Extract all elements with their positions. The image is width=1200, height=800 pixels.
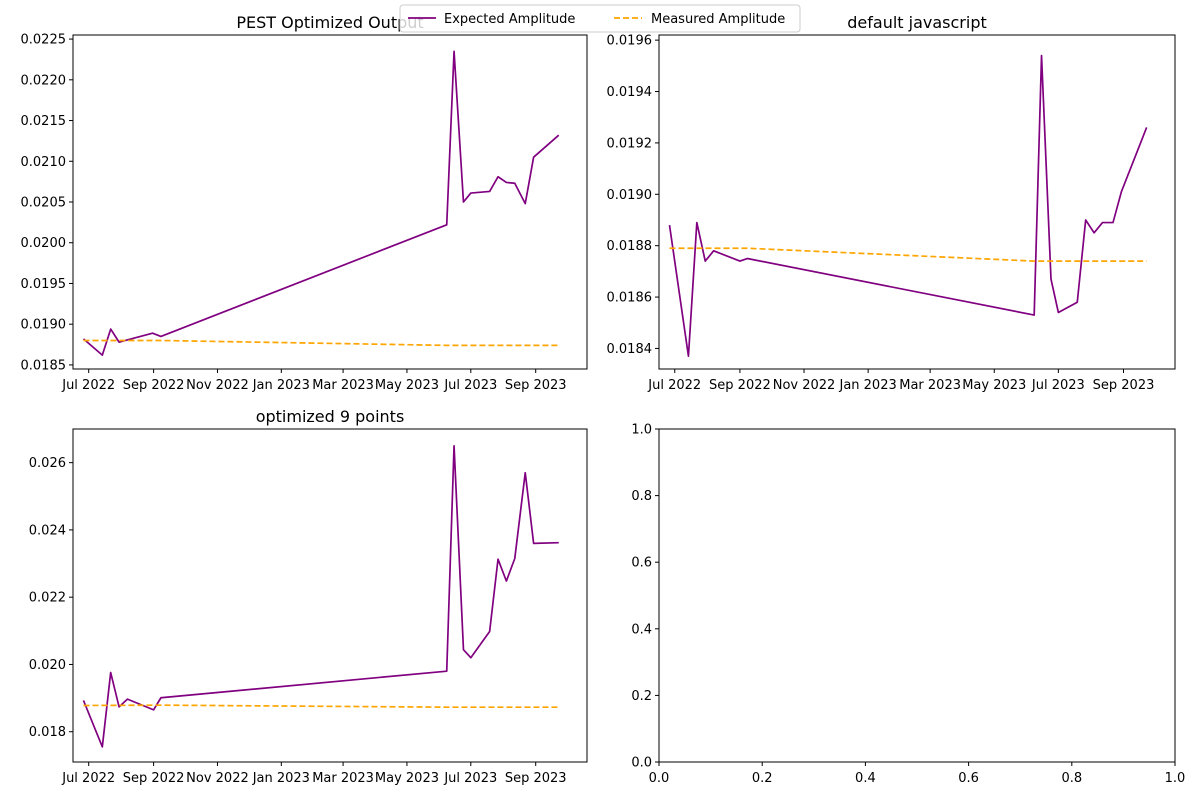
y-tick-label: 0.0194 xyxy=(607,85,653,100)
chart-panel-1: PEST Optimized Output Jul 2022 Sep 2022 Nov… xyxy=(21,13,588,393)
axes-frame xyxy=(72,428,588,763)
y-tick-label: 0.0188 xyxy=(607,239,653,254)
x-tick-label: Jan 2023 xyxy=(252,378,310,393)
series-line-measured xyxy=(83,704,559,709)
y-tick-label: 0.0210 xyxy=(21,155,67,170)
y-tick-label: 0.0220 xyxy=(21,73,67,88)
x-tick-label: May 2023 xyxy=(962,378,1026,393)
y-tick-label: 0.0 xyxy=(631,756,652,771)
plot-area xyxy=(73,35,587,369)
y-tick-label: 0.0190 xyxy=(607,188,653,203)
x-tick-label: Sep 2022 xyxy=(123,771,185,786)
y-tick-label: 0.4 xyxy=(631,622,652,637)
chart-panel-3: optimized 9 points Jul 2022 Sep 2022 Nov 20… xyxy=(29,407,588,786)
x-tick-label: 0.2 xyxy=(752,771,773,786)
x-tick-label: Jan 2023 xyxy=(252,771,310,786)
x-tick-label: Sep 2022 xyxy=(123,378,185,393)
legend-frame xyxy=(399,4,801,33)
x-tick-label: 1.0 xyxy=(1165,771,1186,786)
series-line-measured xyxy=(83,339,559,347)
legend-label-measured: Measured Amplitude xyxy=(651,12,785,27)
x-tick-label: Sep 2023 xyxy=(505,771,567,786)
x-tick-label: Sep 2022 xyxy=(709,378,771,393)
x-tick-label: Jul 2022 xyxy=(647,378,701,393)
axes-frame xyxy=(658,428,1176,763)
x-tick-label: Sep 2023 xyxy=(505,378,567,393)
y-tick-label: 0.0205 xyxy=(21,196,67,211)
x-tick-label: Nov 2022 xyxy=(186,771,249,786)
x-tick-label: 0.0 xyxy=(649,771,670,786)
series-line-expected xyxy=(82,50,560,356)
y-tick-label: 0.0186 xyxy=(607,291,653,306)
y-tick-label: 0.0184 xyxy=(607,342,653,357)
y-tick-label: 0.8 xyxy=(631,489,652,504)
chart-title: optimized 9 points xyxy=(256,407,405,426)
y-tick-label: 0.0196 xyxy=(607,34,653,49)
y-tick-label: 0.0225 xyxy=(21,33,67,48)
y-tick-label: 0.022 xyxy=(29,591,66,606)
legend-label-expected: Expected Amplitude xyxy=(444,12,575,27)
y-tick-label: 0.0200 xyxy=(21,236,67,251)
y-tick-label: 0.0190 xyxy=(21,318,67,333)
y-tick-label: 1.0 xyxy=(631,423,652,438)
chart-title: default javascript xyxy=(847,13,987,32)
y-tick-label: 0.018 xyxy=(29,725,66,740)
y-tick-label: 0.026 xyxy=(29,456,66,471)
x-tick-label: Mar 2023 xyxy=(899,378,961,393)
x-tick-label: 0.4 xyxy=(855,771,876,786)
x-tick-label: Jul 2023 xyxy=(443,378,497,393)
x-tick-label: Jul 2023 xyxy=(443,771,497,786)
x-tick-label: Jul 2022 xyxy=(61,771,115,786)
x-tick-label: Mar 2023 xyxy=(312,771,374,786)
series-line-expected xyxy=(82,444,559,748)
x-tick-label: Jul 2023 xyxy=(1031,378,1085,393)
plot-area xyxy=(659,35,1175,369)
plot-area xyxy=(659,429,1175,762)
x-tick-label: Nov 2022 xyxy=(773,378,836,393)
x-tick-label: Sep 2023 xyxy=(1093,378,1155,393)
x-tick-label: Jul 2022 xyxy=(61,378,115,393)
plot-area xyxy=(73,429,587,762)
x-tick-label: Mar 2023 xyxy=(312,378,374,393)
x-tick-label: May 2023 xyxy=(375,771,439,786)
y-tick-label: 0.024 xyxy=(29,523,66,538)
y-tick-label: 0.6 xyxy=(631,556,652,571)
y-tick-label: 0.0215 xyxy=(21,114,67,129)
y-tick-label: 0.0185 xyxy=(21,358,67,373)
chart-title: PEST Optimized Output xyxy=(236,13,423,32)
chart-panel-4: 0.0 0.2 0.4 0.6 0.8 1.0 0.0 0.2 0.4 0.6 0.8 1.0 xyxy=(631,423,1185,787)
y-tick-label: 0.0195 xyxy=(21,277,67,292)
x-tick-label: Nov 2022 xyxy=(186,378,249,393)
y-tick-label: 0.2 xyxy=(631,689,652,704)
series-line-measured xyxy=(669,247,1147,262)
x-tick-label: Jan 2023 xyxy=(838,378,896,393)
legend: Expected Amplitude Measured Amplitude xyxy=(399,4,801,33)
series-line-expected xyxy=(668,54,1148,357)
y-tick-label: 0.0192 xyxy=(607,136,653,151)
x-tick-label: 0.6 xyxy=(958,771,979,786)
x-tick-label: May 2023 xyxy=(375,378,439,393)
y-tick-label: 0.020 xyxy=(29,658,66,673)
chart-panel-2: default javascript Jul 2022 Sep 2022 Nov 20… xyxy=(607,13,1176,393)
axes-frame xyxy=(658,34,1176,370)
x-tick-label: 0.8 xyxy=(1061,771,1082,786)
